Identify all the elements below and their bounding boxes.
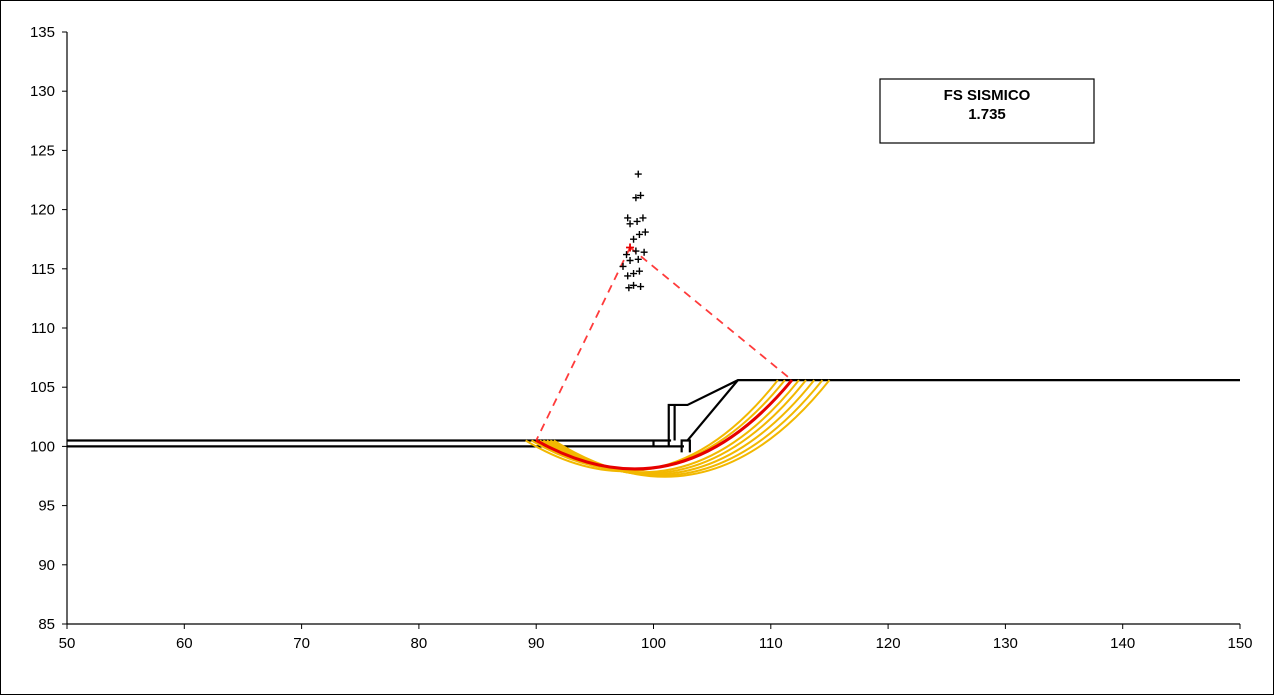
search-center-marker	[640, 248, 648, 256]
search-center-marker	[625, 284, 633, 292]
search-center-marker	[639, 214, 647, 222]
fs-box-frame	[879, 78, 1095, 144]
y-tick-label: 105	[30, 379, 55, 396]
toe-block	[680, 439, 691, 453]
search-center-marker	[630, 281, 638, 289]
y-tick-label: 110	[31, 320, 55, 337]
slope-geometry	[67, 378, 1240, 453]
fs-value: 1.735	[968, 106, 1006, 123]
fs-title: FS SISMICO	[944, 87, 1031, 104]
trial-slip-surface	[553, 379, 831, 478]
x-tick-label: 70	[293, 635, 310, 652]
x-tick-label: 150	[1227, 635, 1252, 652]
search-center-marker	[633, 217, 641, 225]
search-center-marker	[635, 230, 643, 238]
critical-center-marker	[626, 243, 635, 252]
x-tick-label: 50	[59, 635, 76, 652]
search-center-marker	[635, 267, 643, 275]
x-tick-label: 120	[876, 635, 901, 652]
y-tick-label: 85	[38, 616, 55, 633]
y-tick-label: 95	[38, 498, 55, 515]
search-center-marker	[637, 283, 645, 291]
x-tick-label: 110	[759, 635, 783, 652]
x-tick-label: 130	[993, 635, 1018, 652]
x-tick-label: 80	[411, 635, 428, 652]
x-tick-label: 90	[528, 635, 545, 652]
search-center-marker	[626, 257, 634, 265]
search-center-marker	[623, 251, 631, 259]
radius-line	[535, 247, 631, 441]
x-tick-label: 60	[176, 635, 193, 652]
tick-labels: 50 60 70 80 90 100 110 120 130 140 150 85 90 95 100 105…	[30, 24, 1253, 652]
search-center-marker	[624, 214, 632, 222]
x-tick-label: 140	[1110, 635, 1135, 652]
x-tick-label: 100	[641, 635, 666, 652]
y-tick-label: 100	[30, 438, 55, 455]
y-tick-label: 90	[38, 557, 55, 574]
critical-surface-line	[535, 379, 794, 471]
y-tick-label: 125	[30, 142, 55, 159]
critical-radius-lines	[535, 246, 793, 441]
fs-annotation-box: FS SISMICO 1.735	[879, 78, 1095, 144]
search-center-marker	[637, 191, 645, 199]
slope-face	[686, 379, 739, 442]
search-center-marker	[619, 262, 627, 270]
y-tick-label: 115	[31, 261, 55, 278]
search-center-marker	[634, 170, 642, 178]
search-center-marker	[632, 194, 640, 202]
y-tick-label: 120	[30, 202, 55, 219]
axes	[62, 31, 1241, 629]
search-center-marker	[634, 255, 642, 263]
radius-line	[629, 246, 793, 381]
search-center-marker	[632, 247, 640, 255]
search-center-marker	[641, 228, 649, 236]
search-centers	[619, 170, 649, 292]
y-tick-label: 130	[30, 83, 55, 100]
retaining-wall	[667, 378, 1240, 447]
search-center-marker	[630, 235, 638, 243]
search-center-marker	[624, 272, 632, 280]
y-tick-label: 135	[30, 24, 55, 41]
search-center-marker	[626, 220, 634, 228]
search-center-marker	[630, 270, 638, 278]
critical-slip-surface	[535, 379, 794, 471]
